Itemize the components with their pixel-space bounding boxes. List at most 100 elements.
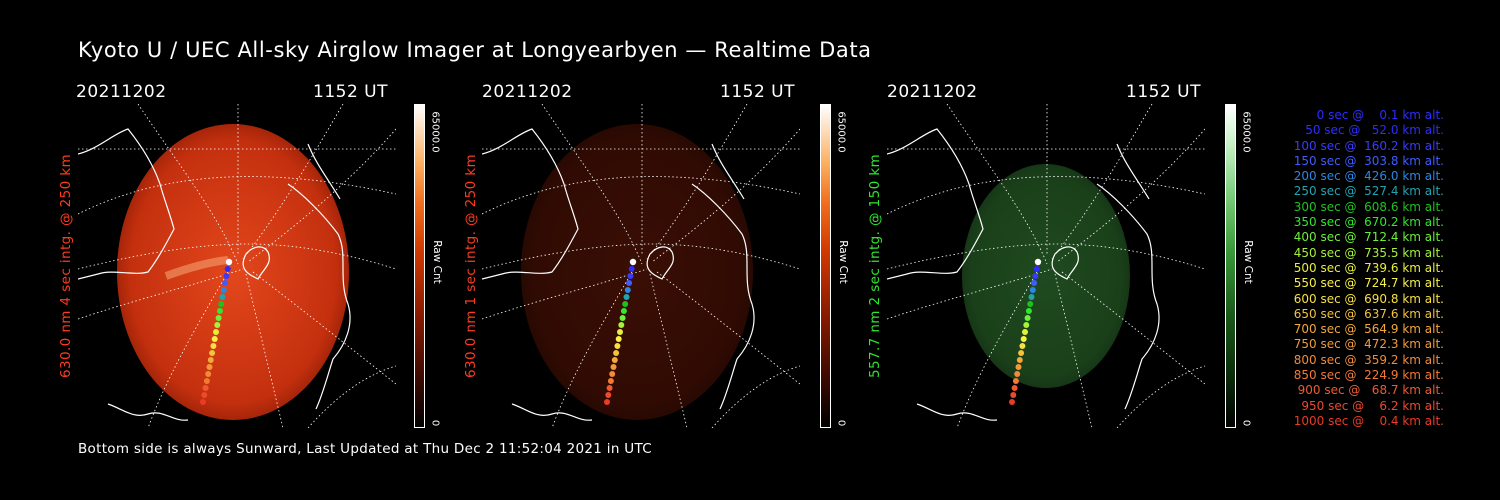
panel-3-colorbar xyxy=(1225,104,1236,428)
trajectory-point xyxy=(210,343,217,349)
trajectory-point xyxy=(1018,350,1025,356)
trajectory-point xyxy=(1024,315,1031,321)
panel-3-cbar-unit: Raw Cnt xyxy=(1242,240,1254,284)
trajectory-point xyxy=(1033,266,1040,272)
trajectory-point xyxy=(224,266,231,272)
page-title: Kyoto U / UEC All-sky Airglow Imager at … xyxy=(78,38,872,62)
panel-2-cbar-unit: Raw Cnt xyxy=(837,240,849,284)
trajectory xyxy=(1009,258,1042,405)
panel-1-image xyxy=(78,104,396,428)
lat-lon-grid xyxy=(887,104,1205,428)
trajectory-point xyxy=(213,329,219,335)
panel-3-image xyxy=(887,104,1205,428)
trajectory-point xyxy=(222,280,229,286)
trajectory-point xyxy=(617,329,623,335)
panel-2-image xyxy=(482,104,800,428)
trajectory-point xyxy=(623,294,630,300)
legend-row: 0 sec @ 0.1 km alt. xyxy=(1305,108,1444,122)
trajectory-point xyxy=(207,357,214,363)
trajectory xyxy=(604,258,637,405)
legend-row: 100 sec @ 160.2 km alt. xyxy=(1289,138,1444,153)
trajectory-point xyxy=(1014,371,1021,377)
trajectory-point xyxy=(615,336,622,342)
trajectory-point xyxy=(1015,364,1022,370)
trajectory-point xyxy=(209,350,216,356)
trajectory-point xyxy=(205,371,212,377)
legend-row: 650 sec @ 637.6 km alt. xyxy=(1289,306,1444,321)
legend-row: 300 sec @ 608.6 km alt. xyxy=(1289,199,1444,214)
legend-row: 850 sec @ 224.9 km alt. xyxy=(1289,368,1444,383)
legend-row: 500 sec @ 739.6 km alt. xyxy=(1289,260,1444,275)
trajectory-point xyxy=(202,385,209,391)
trajectory-point xyxy=(219,294,226,300)
trajectory-point xyxy=(215,315,222,321)
legend-row: 950 sec @ 6.2 km alt. xyxy=(1297,398,1444,413)
trajectory-point xyxy=(624,287,631,293)
trajectory-point xyxy=(206,364,213,370)
trajectory-point xyxy=(614,343,621,349)
trajectory-point xyxy=(1020,336,1027,342)
trajectory-point xyxy=(203,378,210,384)
trajectory-point xyxy=(1009,399,1015,405)
trajectory-point xyxy=(1028,294,1035,300)
trajectory-point xyxy=(200,399,206,405)
airglow-disk xyxy=(962,164,1130,388)
trajectory xyxy=(200,258,233,405)
panel-1-cbar-max: 65000.0 xyxy=(429,111,441,153)
trajectory-point xyxy=(606,385,613,391)
coastlines xyxy=(78,128,351,421)
trajectory-point xyxy=(619,315,626,321)
trajectory-point xyxy=(201,392,208,398)
trajectory-point xyxy=(613,350,620,356)
trajectory-point xyxy=(216,308,223,314)
trajectory-point xyxy=(1032,273,1039,279)
legend-row: 250 sec @ 527.4 km alt. xyxy=(1289,184,1444,199)
airglow-disk xyxy=(521,124,753,420)
panel-2-cbar-max: 65000.0 xyxy=(835,111,847,153)
trajectory-legend: 0 sec @ 0.1 km alt. 50 sec @ 52.0 km alt… xyxy=(1262,108,1444,429)
trajectory-point xyxy=(223,273,230,279)
trajectory-point xyxy=(618,322,625,328)
legend-row: 550 sec @ 724.7 km alt. xyxy=(1289,276,1444,291)
legend-row: 700 sec @ 564.9 km alt. xyxy=(1289,322,1444,337)
legend-row: 800 sec @ 359.2 km alt. xyxy=(1289,352,1444,367)
trajectory-point xyxy=(626,280,633,286)
legend-row: 750 sec @ 472.3 km alt. xyxy=(1289,337,1444,352)
trajectory-point xyxy=(607,378,614,384)
panel-2-time: 1152 UT xyxy=(720,82,795,102)
trajectory-point xyxy=(1010,392,1017,398)
trajectory-point xyxy=(611,357,618,363)
trajectory-point xyxy=(1023,322,1030,328)
legend-row: 200 sec @ 426.0 km alt. xyxy=(1289,169,1444,184)
trajectory-point xyxy=(1011,385,1018,391)
panel-1-date: 20211202 xyxy=(76,82,167,102)
trajectory-point xyxy=(627,273,634,279)
trajectory-point xyxy=(605,392,612,398)
station-marker xyxy=(225,258,233,266)
coastlines xyxy=(482,128,755,421)
panel-3-date: 20211202 xyxy=(887,82,978,102)
trajectory-point xyxy=(1027,301,1034,307)
aurora-arc xyxy=(164,256,229,280)
trajectory-point xyxy=(1016,357,1023,363)
panel-3-ylabel: 557.7 nm 2 sec intg. @ 150 km xyxy=(867,153,883,379)
panel-1-colorbar xyxy=(414,104,425,428)
trajectory-point xyxy=(211,336,218,342)
trajectory-point xyxy=(214,322,221,328)
airglow-disk xyxy=(117,124,349,420)
trajectory-point xyxy=(1022,329,1028,335)
trajectory-point xyxy=(628,266,635,272)
trajectory-point xyxy=(610,364,617,370)
trajectory-point xyxy=(1025,308,1032,314)
trajectory-point xyxy=(604,399,610,405)
trajectory-point xyxy=(620,308,627,314)
lat-lon-grid xyxy=(482,104,800,428)
trajectory-point xyxy=(609,371,616,377)
legend-row: 450 sec @ 735.5 km alt. xyxy=(1289,245,1444,260)
trajectory-point xyxy=(1012,378,1019,384)
panel-2-ylabel: 630.0 nm 1 sec intg. @ 250 km xyxy=(463,153,479,379)
panel-2-cbar-min: 0 xyxy=(835,419,847,427)
station-marker xyxy=(629,258,637,266)
legend-row: 150 sec @ 303.8 km alt. xyxy=(1289,153,1444,168)
panel-3-time: 1152 UT xyxy=(1126,82,1201,102)
